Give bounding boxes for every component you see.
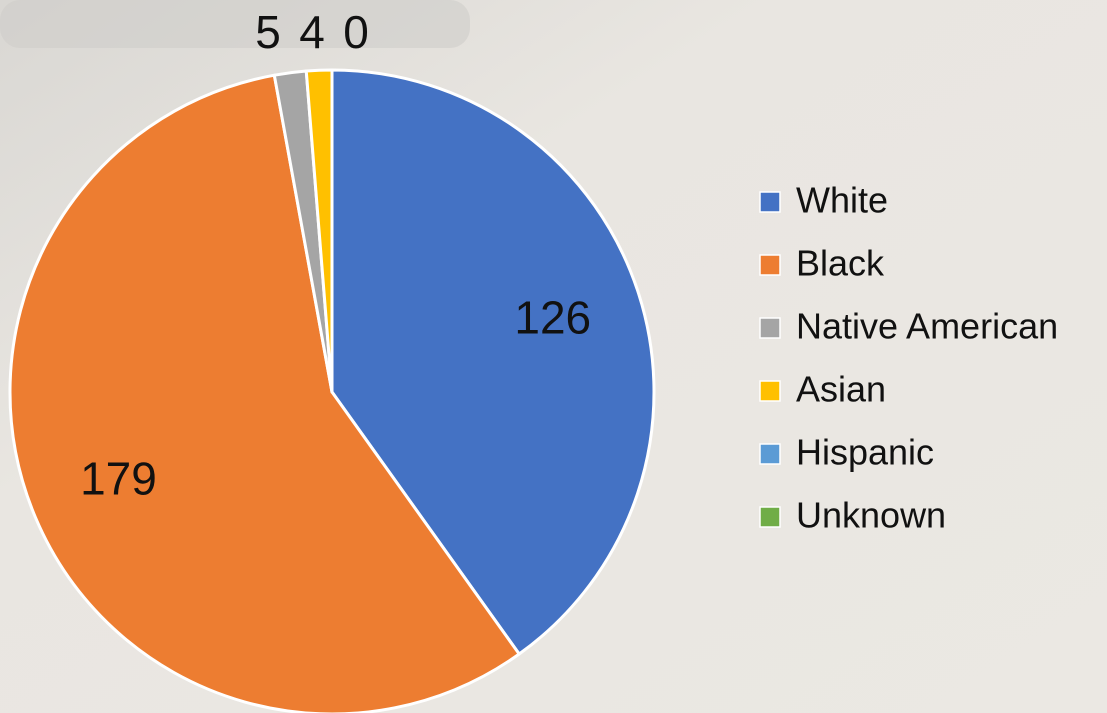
legend-swatch	[759, 380, 781, 402]
legend-label: Unknown	[796, 495, 946, 536]
data-label: 5	[255, 6, 281, 58]
pie-slice	[330, 68, 656, 656]
legend-label: Black	[796, 243, 885, 284]
legend-swatch	[759, 317, 781, 339]
data-label: 4	[299, 6, 325, 58]
legend-swatch	[759, 506, 781, 528]
legend-label: Hispanic	[796, 432, 934, 473]
legend-swatch	[759, 443, 781, 465]
data-label: 126	[514, 291, 591, 343]
pie: 126 179 5 4 0	[8, 6, 656, 713]
legend: White Black Native American Asian Hispanic Un…	[759, 180, 1058, 536]
legend-swatch	[759, 254, 781, 276]
legend-label: Native American	[796, 306, 1058, 347]
legend-label: Asian	[796, 369, 886, 410]
background-shadow	[0, 0, 470, 48]
legend-swatch	[759, 191, 781, 213]
data-label: 179	[80, 452, 157, 504]
legend-label: White	[796, 180, 888, 221]
data-label: 0	[343, 6, 369, 58]
